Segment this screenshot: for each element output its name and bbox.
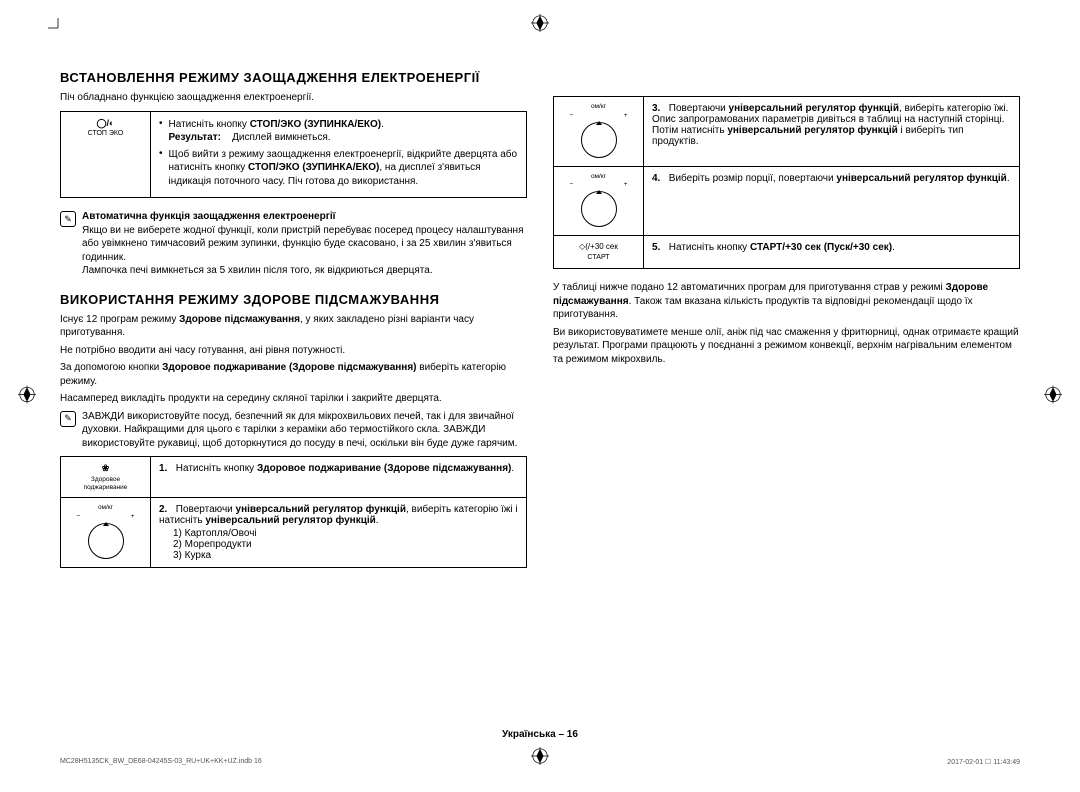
start-30-icon: ◇(/+30 сек — [579, 242, 618, 252]
stop-eco-icon-cell: ◯/◐ СТОП ЭКО — [61, 111, 151, 198]
hf-button-icon-cell: ❀ Здоровое поджаривание — [61, 457, 151, 498]
hf-para3: За допомогою кнопки Здоровое поджаривани… — [60, 361, 527, 388]
intro-text: Піч обладнано функцією заощадження елект… — [60, 91, 527, 105]
doc-timestamp: 2017-02-01 ☐ 11:43:49 — [947, 758, 1020, 766]
hf-step1: 1. Натисніть кнопку Здоровое поджаривани… — [151, 457, 527, 498]
healthy-frying-table-left: ❀ Здоровое поджаривание 1. Натисніть кно… — [60, 456, 527, 568]
safety-note-text: ЗАВЖДИ використовуйте посуд, безпечний я… — [82, 410, 527, 451]
dial-icon-cell: ом/кг −+ — [61, 498, 151, 568]
hf-step5: 5. Натисніть кнопку СТАРТ/+30 сек (Пуск/… — [644, 236, 1020, 269]
hf-para2: Не потрібно вводити ані часу готування, … — [60, 344, 527, 358]
stop-eco-label: СТОП ЭКО — [88, 130, 124, 138]
hf-para1: Існує 12 програм режиму Здорове підсмажу… — [60, 313, 527, 340]
energy-saving-instructions: Натисніть кнопку СТОП/ЭКО (ЗУПИНКА/ЕКО).… — [151, 111, 527, 198]
dial-icon — [581, 191, 617, 227]
registration-mark-left — [18, 386, 36, 407]
registration-mark-right — [1044, 386, 1062, 407]
right-para2: Ви використовуватимете менше олії, аніж … — [553, 326, 1020, 367]
registration-mark-top — [531, 14, 549, 35]
energy-saving-table: ◯/◐ СТОП ЭКО Натисніть кнопку СТОП/ЭКО (… — [60, 111, 527, 199]
heading-healthy-frying: ВИКОРИСТАННЯ РЕЖИМУ ЗДОРОВЕ ПІДСМАЖУВАНН… — [60, 292, 527, 307]
dial-icon-cell: ом/кг −+ — [554, 97, 644, 167]
hf-button-label: Здоровое поджаривание — [69, 476, 142, 492]
hf-step3: 3. Повертаючи універсальний регулятор фу… — [644, 97, 1020, 167]
note-title: Автоматична функція заощадження електрое… — [82, 211, 335, 222]
right-para1: У таблиці нижче подано 12 автоматичних п… — [553, 281, 1020, 322]
hf-para4: Насамперед викладіть продукти на середин… — [60, 392, 527, 406]
right-column: ом/кг −+ 3. Повертаючи універсальний рег… — [553, 70, 1020, 580]
stop-eco-icon: ◯/◐ — [96, 118, 114, 129]
note-para2: Лампочка печі вимкнеться за 5 хвилин піс… — [82, 265, 433, 276]
footer-meta: MC28H5135CK_BW_DE68-04245S-03_RU+UK+KK+U… — [60, 758, 1020, 766]
note-icon: ✎ — [60, 411, 76, 427]
hf-step2: 2. Повертаючи універсальний регулятор фу… — [151, 498, 527, 568]
safety-note: ✎ ЗАВЖДИ використовуйте посуд, безпечний… — [60, 410, 527, 451]
start-label: СТАРТ — [587, 254, 609, 262]
left-column: ВСТАНОВЛЕННЯ РЕЖИМУ ЗАОЩАДЖЕННЯ ЕЛЕКТРОЕ… — [60, 70, 527, 580]
dial-icon-cell: ом/кг −+ — [554, 166, 644, 236]
auto-energy-note: ✎ Автоматична функція заощадження електр… — [60, 210, 527, 278]
start-button-icon-cell: ◇(/+30 сек СТАРТ — [554, 236, 644, 269]
heading-energy-saving: ВСТАНОВЛЕННЯ РЕЖИМУ ЗАОЩАДЖЕННЯ ЕЛЕКТРОЕ… — [60, 70, 527, 85]
note-para1: Якщо ви не виберете жодної функції, коли… — [82, 225, 524, 263]
note-icon: ✎ — [60, 211, 76, 227]
crop-mark — [48, 18, 62, 35]
hf-step4: 4. Виберіть розмір порції, повертаючи ун… — [644, 166, 1020, 236]
healthy-frying-table-right: ом/кг −+ 3. Повертаючи універсальний рег… — [553, 96, 1020, 269]
healthy-fry-icon: ❀ — [102, 463, 110, 474]
dial-icon — [581, 122, 617, 158]
doc-filename: MC28H5135CK_BW_DE68-04245S-03_RU+UK+KK+U… — [60, 758, 262, 766]
page-footer: Українська – 16 — [0, 729, 1080, 740]
dial-icon — [88, 523, 124, 559]
